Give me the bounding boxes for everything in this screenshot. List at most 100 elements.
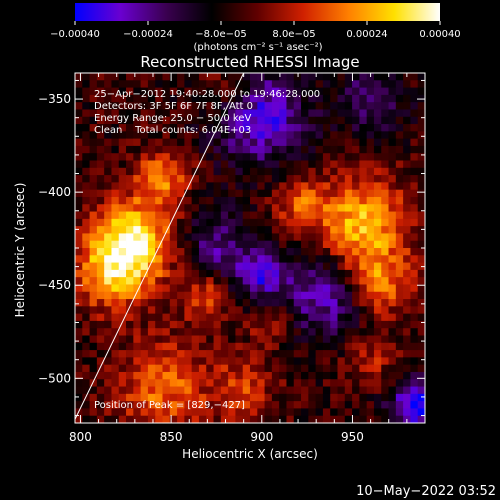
heatmap-cell <box>395 182 404 191</box>
heatmap-cell <box>184 342 193 351</box>
heatmap-cell <box>242 182 251 191</box>
heatmap-cell <box>373 196 382 205</box>
heatmap-cell <box>89 269 98 278</box>
heatmap-cell <box>330 131 338 140</box>
heatmap-cell <box>308 175 317 183</box>
heatmap-cell <box>118 94 127 103</box>
heatmap-cell <box>279 313 287 322</box>
heatmap-cell <box>206 342 214 351</box>
heatmap-cell <box>206 160 214 169</box>
heatmap-cell <box>417 371 425 380</box>
heatmap-cell <box>359 255 368 263</box>
heatmap-cell <box>213 379 222 387</box>
heatmap-cell <box>242 299 251 307</box>
heatmap-cell <box>89 371 98 380</box>
heatmap-cell <box>155 328 163 336</box>
heatmap-cell <box>250 109 258 118</box>
heatmap-cell <box>366 299 375 307</box>
heatmap-cell <box>410 102 419 110</box>
colorbar-tick-label: 8.0e−05 <box>272 29 315 40</box>
heatmap-cell <box>373 109 382 118</box>
heatmap-cell <box>235 240 244 249</box>
heatmap-cell <box>330 124 338 132</box>
heatmap-cell <box>220 196 229 205</box>
heatmap-cell <box>191 350 200 358</box>
heatmap-cell <box>235 204 244 212</box>
heatmap-cell <box>133 240 142 249</box>
heatmap-cell <box>118 357 127 366</box>
heatmap-cell <box>250 342 258 351</box>
heatmap-cell <box>213 131 222 140</box>
heatmap-cell <box>330 189 338 198</box>
heatmap-cell <box>410 364 419 373</box>
heatmap-cell <box>373 284 382 293</box>
heatmap-cell <box>337 350 346 358</box>
heatmap-cell <box>96 160 105 169</box>
heatmap-cell <box>162 393 171 402</box>
heatmap-cell <box>126 138 134 147</box>
heatmap-cell <box>417 138 425 147</box>
heatmap-cell <box>177 211 185 220</box>
heatmap-cell <box>220 371 229 380</box>
heatmap-cell <box>213 160 222 169</box>
heatmap-cell <box>337 182 346 191</box>
heatmap-cell <box>118 379 127 387</box>
heatmap-cell <box>82 240 90 249</box>
heatmap-cell <box>82 138 90 147</box>
heatmap-cell <box>322 255 331 263</box>
heatmap-cell <box>352 328 360 336</box>
heatmap-cell <box>96 218 105 227</box>
heatmap-cell <box>352 320 360 329</box>
heatmap-cell <box>82 328 90 336</box>
heatmap-cell <box>162 306 171 315</box>
heatmap-cell <box>213 109 222 118</box>
heatmap-cell <box>330 182 338 191</box>
heatmap-cell <box>301 131 309 140</box>
heatmap-cell <box>359 408 368 417</box>
heatmap-cell <box>381 116 389 125</box>
x-tick-label: 850 <box>160 430 183 444</box>
heatmap-cell <box>395 138 404 147</box>
heatmap-cell <box>315 335 324 344</box>
heatmap-cell <box>242 284 251 293</box>
heatmap-cell <box>104 262 112 271</box>
heatmap-cell <box>191 306 200 315</box>
heatmap-cell <box>75 255 83 263</box>
heatmap-cell <box>271 350 280 358</box>
heatmap-cell <box>133 320 142 329</box>
heatmap-cell <box>315 73 324 81</box>
heatmap-cell <box>344 408 353 417</box>
heatmap-cell <box>301 94 309 103</box>
heatmap-cell <box>366 160 375 169</box>
heatmap-cell <box>322 299 331 307</box>
heatmap-cell <box>126 386 134 395</box>
heatmap-cell <box>75 248 83 256</box>
heatmap-cell <box>198 94 207 103</box>
heatmap-cell <box>162 226 171 234</box>
heatmap-cell <box>403 102 411 110</box>
heatmap-cell <box>264 73 273 81</box>
heatmap-cell <box>395 415 404 423</box>
heatmap-cell <box>82 196 90 205</box>
heatmap-cell <box>352 226 360 234</box>
heatmap-cell <box>118 335 127 344</box>
heatmap-cell <box>308 116 317 125</box>
heatmap-cell <box>344 116 353 125</box>
heatmap-cell <box>359 73 368 81</box>
heatmap-cell <box>104 364 112 373</box>
heatmap-cell <box>228 371 236 380</box>
heatmap-cell <box>133 328 142 336</box>
heatmap-cell <box>89 277 98 285</box>
heatmap-cell <box>140 204 149 212</box>
heatmap-cell <box>235 379 244 387</box>
heatmap-cell <box>89 175 98 183</box>
heatmap-cell <box>366 87 375 96</box>
heatmap-cell <box>315 116 324 125</box>
heatmap-cell <box>235 233 244 242</box>
heatmap-cell <box>257 94 265 103</box>
heatmap-cell <box>147 313 156 322</box>
heatmap-cell <box>228 255 236 263</box>
heatmap-cell <box>242 80 251 88</box>
heatmap-cell <box>147 277 156 285</box>
heatmap-cell <box>155 306 163 315</box>
